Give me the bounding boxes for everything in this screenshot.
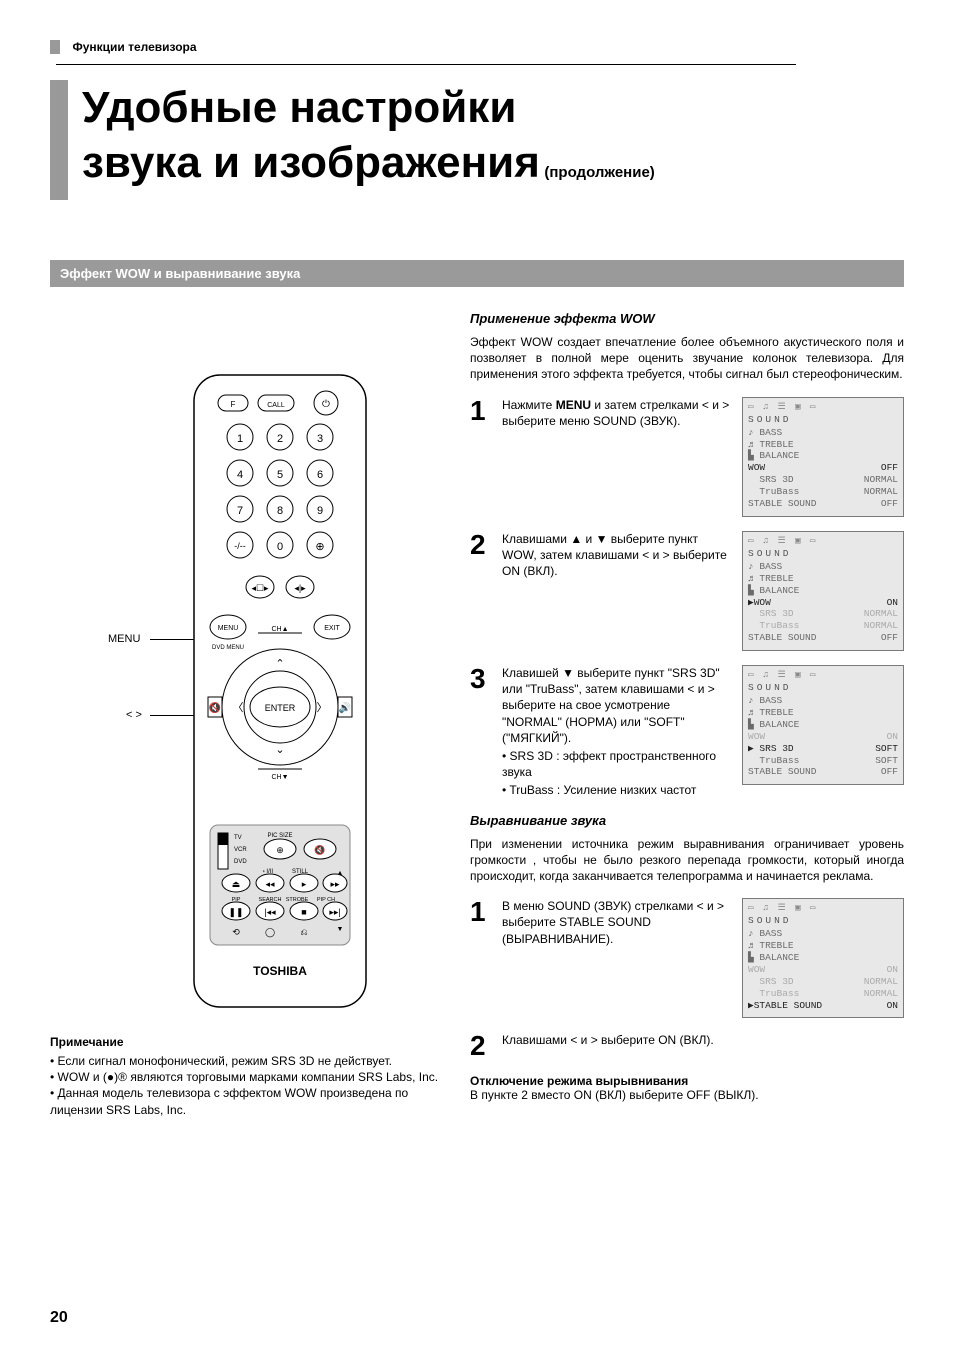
step-number: 1 [470, 898, 494, 926]
svg-text:⟲: ⟲ [232, 927, 240, 937]
step-text: Клавишами < и > выберите ON (ВКЛ). [502, 1032, 904, 1048]
page-header: Функции телевизора Удобные настройки зву… [50, 40, 904, 200]
osd-menu: ▭ ♫ ☰ ▣ ▭SOUND♪ BASS♬ TREBLE▙ BALANCEWOW… [742, 397, 904, 517]
level-heading: Выравнивание звука [470, 813, 904, 828]
svg-text:◂◂: ◂◂ [265, 879, 275, 889]
right-column: Применение эффекта WOW Эффект WOW создае… [470, 311, 904, 1118]
step-number: 3 [470, 665, 494, 693]
svg-text:🔊: 🔊 [339, 701, 351, 714]
page-title-suffix: (продолжение) [544, 164, 654, 181]
header-rule [56, 64, 796, 65]
svg-text:EXIT: EXIT [324, 625, 340, 632]
wow-step: 2 Клавишами ▲ и ▼ выберите пункт WOW, зат… [470, 531, 904, 651]
svg-text:F: F [231, 400, 236, 409]
wow-step: 1 Нажмите MENU и затем стрелками < и > вы… [470, 397, 904, 517]
svg-text:⌄: ⌄ [275, 744, 284, 756]
cancel-heading: Отключение режима вырывнивания [470, 1074, 688, 1088]
svg-text:7: 7 [237, 505, 243, 517]
svg-text:〉: 〉 [317, 701, 328, 714]
note-item: WOW и (●)® являются торговыми марками ко… [50, 1069, 440, 1085]
osd-menu: ▭ ♫ ☰ ▣ ▭SOUND♪ BASS♬ TREBLE▙ BALANCE▶WO… [742, 531, 904, 651]
svg-text:▸▸: ▸▸ [330, 879, 340, 889]
page-number: 20 [50, 1309, 68, 1327]
svg-text:▸: ▸ [302, 879, 307, 889]
svg-text:PIC SIZE: PIC SIZE [267, 833, 292, 839]
level-intro: При изменении источника режим выравниван… [470, 836, 904, 885]
svg-text:6: 6 [317, 469, 323, 481]
svg-text:⎌: ⎌ [300, 927, 307, 937]
note-item: Если сигнал монофонический, режим SRS 3D… [50, 1053, 440, 1069]
svg-text:TV: TV [234, 835, 242, 841]
svg-text:-/--: -/-- [234, 541, 246, 551]
step-text: Клавишей ▼ выберите пункт "SRS 3D" или "… [502, 665, 732, 799]
callout-arrows: < > [126, 709, 142, 721]
wow-heading: Применение эффекта WOW [470, 311, 904, 326]
svg-text:|◂◂: |◂◂ [264, 907, 276, 917]
callout-menu: MENU [108, 633, 140, 645]
step-text: Нажмите MENU и затем стрелками < и > выб… [502, 397, 732, 429]
wow-steps: 1 Нажмите MENU и затем стрелками < и > вы… [470, 397, 904, 799]
step-number: 2 [470, 531, 494, 559]
osd-menu: ▭ ♫ ☰ ▣ ▭SOUND♪ BASS♬ TREBLE▙ BALANCEWOW… [742, 898, 904, 1018]
svg-text:9: 9 [317, 505, 323, 517]
notes-block: Примечание Если сигнал монофонический, р… [50, 1035, 440, 1118]
svg-text:🔇: 🔇 [209, 701, 221, 714]
step-text: В меню SOUND (ЗВУК) стрелками < и > выбе… [502, 898, 732, 947]
wow-intro: Эффект WOW создает впечатление более объ… [470, 334, 904, 383]
left-column: MENU < > F CALL ⏻ 1 2 3 4 [50, 311, 440, 1118]
svg-text:■: ■ [301, 907, 306, 917]
remote-diagram: MENU < > F CALL ⏻ 1 2 3 4 [50, 371, 440, 1011]
section-band: Эффект WOW и выравнивание звука [50, 260, 904, 287]
svg-text:◂|▸: ◂|▸ [294, 583, 306, 593]
svg-text:CH▼: CH▼ [271, 774, 288, 781]
svg-text:5: 5 [277, 469, 283, 481]
step-text: Клавишами ▲ и ▼ выберите пункт WOW, зате… [502, 531, 732, 580]
svg-text:❚❚: ❚❚ [228, 907, 243, 918]
svg-text:MENU: MENU [218, 625, 239, 632]
svg-text:◯: ◯ [265, 927, 275, 938]
step-number: 1 [470, 397, 494, 425]
cancel-text: В пункте 2 вместо ON (ВКЛ) выберите OFF … [470, 1088, 759, 1102]
note-item: Данная модель телевизора с эффектом WOW … [50, 1085, 440, 1117]
svg-text:◂☐▸: ◂☐▸ [251, 583, 269, 593]
notes-list: Если сигнал монофонический, режим SRS 3D… [50, 1053, 440, 1118]
content-row: MENU < > F CALL ⏻ 1 2 3 4 [50, 311, 904, 1118]
title-accent-bar [50, 80, 68, 200]
cancel-block: Отключение режима вырывнивания В пункте … [470, 1074, 904, 1102]
wow-step: 3 Клавишей ▼ выберите пункт "SRS 3D" или … [470, 665, 904, 799]
svg-text:⌃: ⌃ [275, 658, 284, 670]
svg-text:3: 3 [317, 433, 323, 445]
svg-text:TOSHIBA: TOSHIBA [253, 964, 307, 978]
step-number: 2 [470, 1032, 494, 1060]
svg-text:CH▲: CH▲ [271, 626, 288, 633]
svg-text:🔇: 🔇 [314, 844, 325, 855]
level-step-1: 1 В меню SOUND (ЗВУК) стрелками < и > вы… [470, 898, 904, 1018]
svg-text:▼: ▼ [337, 926, 344, 933]
notes-heading: Примечание [50, 1035, 440, 1049]
svg-text:⊕: ⊕ [315, 541, 324, 553]
svg-text:DVD MENU: DVD MENU [212, 645, 244, 651]
svg-text:2: 2 [277, 433, 283, 445]
svg-text:CALL: CALL [267, 402, 285, 409]
svg-text:⏻: ⏻ [322, 399, 330, 410]
page-title-line2: звука и изображения [82, 138, 540, 187]
svg-text:VCR: VCR [234, 847, 247, 853]
svg-text:DVD: DVD [234, 859, 247, 865]
osd-menu: ▭ ♫ ☰ ▣ ▭SOUND♪ BASS♬ TREBLE▙ BALANCEWOW… [742, 665, 904, 785]
page-title-line1: Удобные настройки [82, 80, 655, 135]
svg-text:8: 8 [277, 505, 283, 517]
svg-text:⊕: ⊕ [276, 845, 284, 855]
header-accent-bar [50, 40, 60, 54]
svg-text:4: 4 [237, 469, 243, 481]
level-step-2: 2 Клавишами < и > выберите ON (ВКЛ). [470, 1032, 904, 1060]
svg-text:ENTER: ENTER [265, 703, 296, 713]
svg-text:0: 0 [277, 541, 283, 553]
section-label: Функции телевизора [72, 40, 196, 54]
svg-text:1: 1 [237, 433, 243, 445]
svg-text:▸▸|: ▸▸| [329, 907, 340, 917]
svg-text:⏏: ⏏ [232, 879, 241, 889]
svg-text:〈: 〈 [233, 701, 244, 714]
